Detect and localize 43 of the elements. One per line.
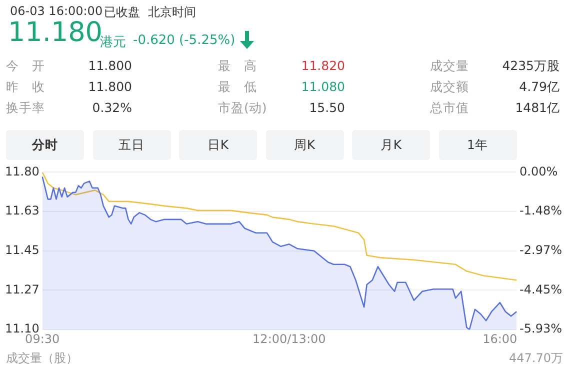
text: 447.70万: [509, 350, 563, 367]
y2-tick-label: -2.97%: [520, 243, 562, 258]
text: 15.50: [309, 100, 345, 115]
text: 最 高: [218, 58, 257, 75]
text: 11.820: [301, 58, 345, 73]
y-tick-label: 11.27: [4, 282, 40, 296]
text: 0.32%: [92, 100, 132, 115]
text: 月K: [352, 130, 430, 160]
y-tick-label: 11.63: [4, 204, 40, 218]
text: 总市值: [430, 100, 469, 117]
y-tick-label: 11.80: [4, 164, 40, 178]
text: 成交量: [430, 58, 469, 75]
text: 周K: [266, 130, 344, 160]
text: 北京时间: [148, 4, 196, 21]
text: 港元: [100, 35, 126, 51]
text: -0.620 (-5.25%): [133, 33, 236, 48]
text: 11.800: [88, 79, 132, 94]
x-tick-label: 09:30: [25, 332, 60, 346]
x-tick-label: 16:00: [482, 332, 518, 346]
text: 市盈(动): [218, 100, 267, 117]
text: 已收盘: [104, 4, 140, 21]
x-tick-label: 12:00/13:00: [252, 332, 326, 346]
y2-tick-label: 0.00%: [520, 164, 558, 178]
y2-tick-label: -1.48%: [520, 204, 562, 218]
text: 4235万股: [502, 58, 560, 75]
text: 最 低: [218, 79, 257, 96]
text: 11.080: [301, 79, 345, 94]
text: 1481亿: [515, 100, 560, 117]
text: 分时: [6, 130, 84, 160]
text: 1年: [438, 130, 516, 160]
text: 06-03 16:00:00: [10, 4, 103, 18]
text: 成交量（股）: [6, 350, 78, 367]
text: 换手率: [6, 100, 45, 117]
text: 11.800: [88, 58, 132, 73]
text: 4.79亿: [519, 79, 560, 96]
text: 五日: [92, 130, 170, 160]
text: 昨 收: [6, 79, 45, 96]
y2-tick-label: -5.93%: [520, 322, 562, 336]
text: 日K: [179, 130, 257, 160]
y-tick-label: 11.45: [4, 243, 40, 258]
text: 成交额: [430, 79, 469, 96]
y2-tick-label: -4.45%: [520, 282, 562, 296]
text: 今 开: [6, 58, 45, 75]
